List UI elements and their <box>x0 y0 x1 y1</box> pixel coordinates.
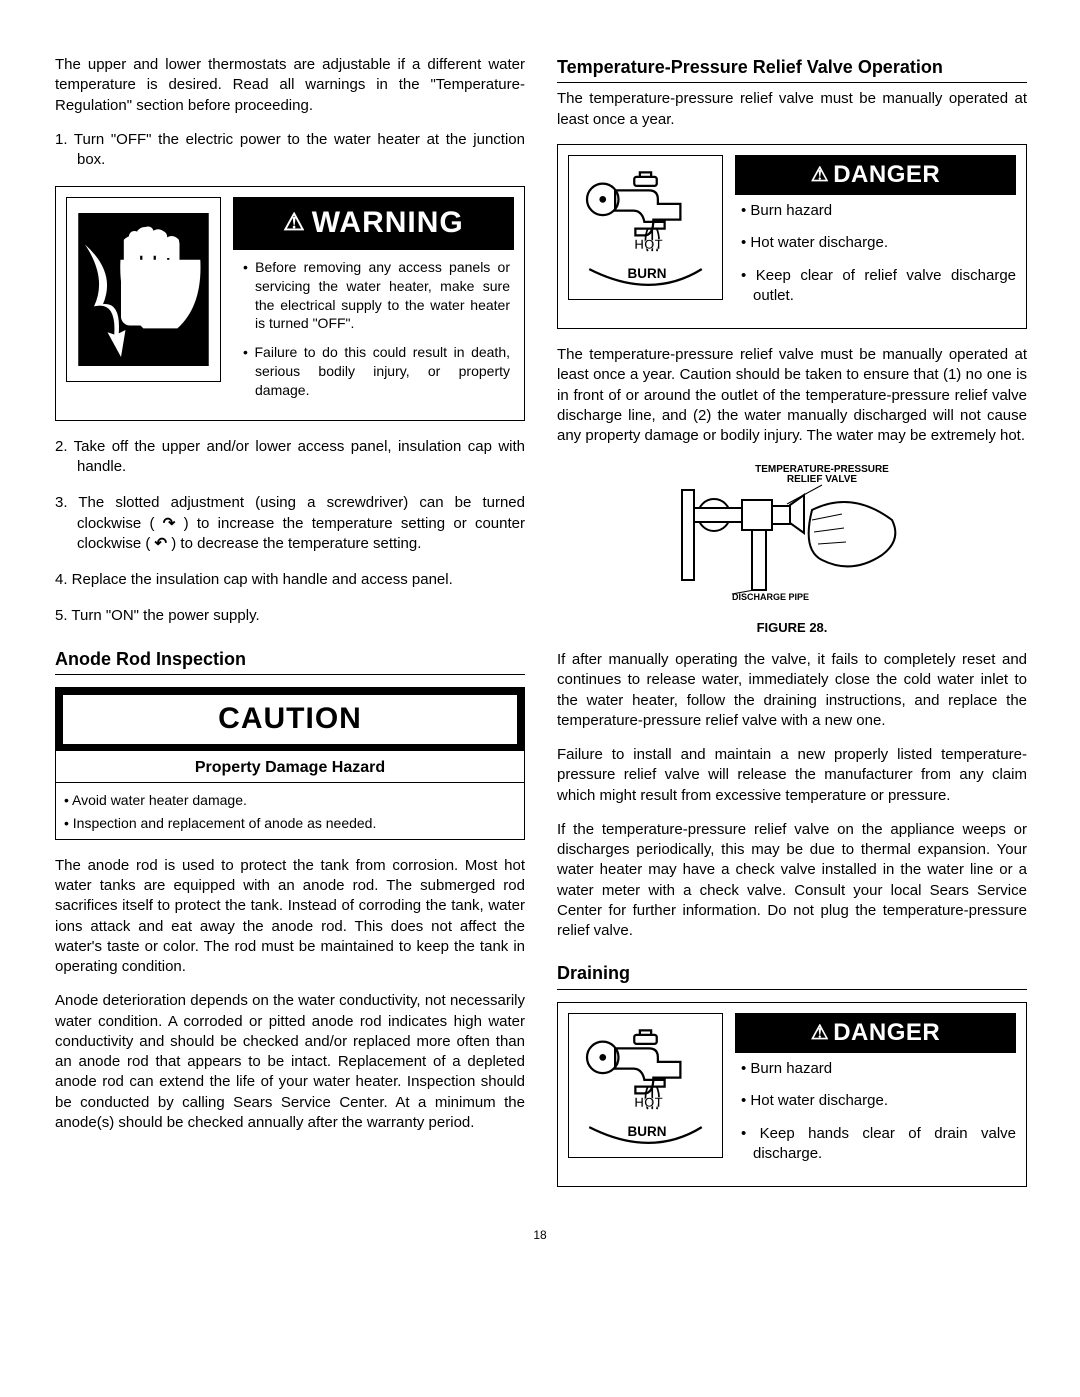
caution-subheader: Property Damage Hazard <box>56 751 524 784</box>
step-list-top: 1. Turn "OFF" the electric power to the … <box>55 130 525 171</box>
warning-bullet-1: Before removing any access panels or ser… <box>243 258 510 334</box>
tprv-intro: The temperature-pressure relief valve mu… <box>557 89 1027 130</box>
hot-burn-faucet-icon-2: HOT BURN <box>568 1013 723 1158</box>
warning-bullets: Before removing any access panels or ser… <box>233 250 514 400</box>
danger-2-bullets: Burn hazard Hot water discharge. Keep ha… <box>735 1053 1016 1164</box>
danger-1-bullet-2: Hot water discharge. <box>741 233 1016 253</box>
danger-header-text-2: DANGER <box>833 1019 940 1046</box>
warning-header: ⚠WARNING <box>233 197 514 250</box>
danger-header-2: ⚠DANGER <box>735 1013 1016 1053</box>
danger-box-1: HOT BURN ⚠DANGER Burn hazard Hot water d… <box>557 144 1027 329</box>
warning-triangle-icon: ⚠ <box>283 209 306 236</box>
intro-paragraph: The upper and lower thermostats are adju… <box>55 55 525 116</box>
anode-paragraph-1: The anode rod is used to protect the tan… <box>55 856 525 978</box>
svg-text:DISCHARGE PIPE: DISCHARGE PIPE <box>732 592 809 602</box>
danger-box-2: HOT BURN ⚠DANGER Burn hazard Hot water d… <box>557 1002 1027 1187</box>
danger-triangle-icon-2: ⚠ <box>811 1022 829 1044</box>
left-column: The upper and lower thermostats are adju… <box>55 55 525 1203</box>
tprv-paragraph-4: If the temperature-pressure relief valve… <box>557 820 1027 942</box>
caution-bullet-1: Avoid water heater damage. <box>64 791 516 810</box>
danger-triangle-icon: ⚠ <box>811 164 829 186</box>
caution-box: CAUTION Property Damage Hazard Avoid wat… <box>55 687 525 840</box>
danger-2-bullet-3: Keep hands clear of drain valve discharg… <box>741 1124 1016 1165</box>
danger-1-bullet-3: Keep clear of relief valve discharge out… <box>741 266 1016 307</box>
caution-header: CAUTION <box>62 694 518 745</box>
step-4: 4. Replace the insulation cap with handl… <box>55 570 525 590</box>
tprv-heading: Temperature-Pressure Relief Valve Operat… <box>557 55 1027 83</box>
svg-text:BURN: BURN <box>628 266 667 281</box>
svg-text:RELIEF VALVE: RELIEF VALVE <box>787 474 858 485</box>
tprv-paragraph-3: Failure to install and maintain a new pr… <box>557 745 1027 806</box>
svg-text:BURN: BURN <box>628 1124 667 1139</box>
electric-shock-hand-icon <box>66 197 221 382</box>
step-3: 3. The slotted adjustment (using a screw… <box>55 493 525 554</box>
counterclockwise-icon: ↶ <box>155 535 168 552</box>
step-1: 1. Turn "OFF" the electric power to the … <box>55 130 525 171</box>
two-column-layout: The upper and lower thermostats are adju… <box>55 55 1025 1203</box>
svg-text:HOT: HOT <box>634 237 663 252</box>
figure-caption: FIGURE 28. <box>557 619 1027 637</box>
warning-header-text: WARNING <box>312 206 464 239</box>
tprv-paragraph-1: The temperature-pressure relief valve mu… <box>557 345 1027 446</box>
right-column: Temperature-Pressure Relief Valve Operat… <box>557 55 1027 1203</box>
anode-heading: Anode Rod Inspection <box>55 647 525 675</box>
page-number: 18 <box>55 1227 1025 1243</box>
anode-paragraph-2: Anode deterioration depends on the water… <box>55 991 525 1133</box>
step-5: 5. Turn "ON" the power supply. <box>55 606 525 626</box>
danger-2-bullet-1: Burn hazard <box>741 1059 1016 1079</box>
danger-header-1: ⚠DANGER <box>735 155 1016 195</box>
danger-2-bullet-2: Hot water discharge. <box>741 1091 1016 1111</box>
hot-burn-faucet-icon: HOT BURN <box>568 155 723 300</box>
step-list-bottom: 2. Take off the upper and/or lower acces… <box>55 437 525 627</box>
draining-heading: Draining <box>557 961 1027 989</box>
caution-bullet-2: Inspection and replacement of anode as n… <box>64 814 516 833</box>
warning-bullet-2: Failure to do this could result in death… <box>243 343 510 400</box>
step-2: 2. Take off the upper and/or lower acces… <box>55 437 525 478</box>
danger-1-bullet-1: Burn hazard <box>741 201 1016 221</box>
danger-1-bullets: Burn hazard Hot water discharge. Keep cl… <box>735 195 1016 306</box>
svg-text:HOT: HOT <box>634 1095 663 1110</box>
warning-box: ⚠WARNING Before removing any access pane… <box>55 186 525 421</box>
figure-28: TEMPERATURE-PRESSURE RELIEF VALVE DISCHA… <box>557 460 1027 636</box>
tprv-paragraph-2: If after manually operating the valve, i… <box>557 650 1027 731</box>
clockwise-icon: ↷ <box>163 515 176 532</box>
caution-bullets: Avoid water heater damage. Inspection an… <box>64 791 516 833</box>
danger-header-text-1: DANGER <box>833 161 940 188</box>
relief-valve-figure-icon: TEMPERATURE-PRESSURE RELIEF VALVE DISCHA… <box>662 460 922 610</box>
